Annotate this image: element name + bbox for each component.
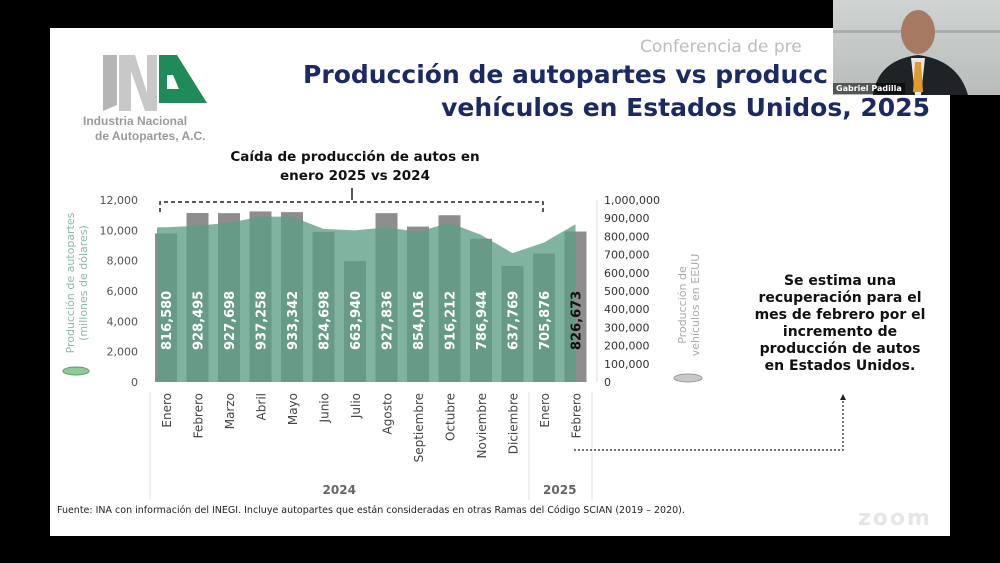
left-axis-tick: 12,000 bbox=[100, 194, 139, 207]
category-label: Junio bbox=[318, 393, 332, 423]
callout-february-recovery: Se estima una recuperación para el mes d… bbox=[754, 273, 926, 374]
logo-text-line-2: de Autopartes, A.C. bbox=[95, 129, 206, 143]
title-line-1: Producción de autopartes vs producc bbox=[303, 60, 828, 89]
left-axis-tick: 0 bbox=[131, 376, 138, 389]
left-axis-tick: 2,000 bbox=[107, 346, 139, 359]
year-group-label: 2025 bbox=[543, 483, 576, 497]
bar-value-label: 916,212 bbox=[444, 291, 459, 350]
right-axis-tick: 500,000 bbox=[604, 285, 650, 298]
left-axis-tick: 10,000 bbox=[100, 224, 139, 237]
category-label: Marzo bbox=[223, 393, 237, 429]
left-axis-title: Producción de autopartes(millones de dól… bbox=[64, 212, 90, 353]
category-label: Noviembre bbox=[475, 393, 489, 459]
category-label: Enero bbox=[160, 393, 174, 428]
bar-value-label: 928,495 bbox=[192, 291, 207, 350]
right-axis-tick: 900,000 bbox=[604, 212, 650, 225]
category-label: Diciembre bbox=[507, 393, 521, 454]
participant-video[interactable]: Gabriel Padilla bbox=[833, 0, 1000, 95]
autopartes-area bbox=[157, 216, 576, 382]
bar-value-label: 637,769 bbox=[507, 291, 522, 350]
conference-header: Conferencia de pre bbox=[640, 37, 802, 57]
category-label: Septiembre bbox=[412, 393, 426, 462]
right-axis-tick: 700,000 bbox=[604, 249, 650, 262]
left-axis-tick: 8,000 bbox=[107, 255, 139, 268]
bar-value-label: 816,580 bbox=[160, 291, 175, 350]
right-axis-tick: 400,000 bbox=[604, 303, 650, 316]
category-label: Enero bbox=[538, 393, 552, 428]
category-label: Octubre bbox=[444, 393, 458, 441]
bar-value-label: 854,016 bbox=[412, 291, 427, 350]
category-label: Febrero bbox=[570, 393, 584, 438]
callout-arrow-line bbox=[574, 400, 844, 451]
category-label: Mayo bbox=[286, 393, 300, 425]
right-axis-tick: 300,000 bbox=[604, 321, 650, 334]
callout-january-drop: Caída de producción de autos en enero 20… bbox=[230, 149, 480, 184]
participant-name: Gabriel Padilla bbox=[833, 83, 905, 94]
category-label: Agosto bbox=[381, 393, 395, 434]
source-footnote: Fuente: INA con información del INEGI. I… bbox=[57, 505, 685, 516]
right-axis-tick: 800,000 bbox=[604, 230, 650, 243]
logo-text: Industria Nacional de Autopartes, A.C. bbox=[83, 114, 205, 144]
bar-value-label: 937,258 bbox=[255, 291, 270, 350]
comparison-bracket bbox=[159, 201, 544, 212]
bar-value-label: 663,940 bbox=[349, 291, 364, 350]
right-axis-tick: 100,000 bbox=[604, 358, 650, 371]
category-label: Julio bbox=[349, 393, 363, 419]
slide-title: Producción de autopartes vs producc vehí… bbox=[230, 58, 930, 124]
logo-text-line-1: Industria Nacional bbox=[83, 114, 188, 128]
bar-value-label: 927,698 bbox=[223, 291, 238, 350]
participant-silhouette-icon bbox=[833, 10, 1000, 95]
bar-value-label: 826,673 bbox=[570, 291, 585, 350]
left-axis-title-line: Producción de autopartes bbox=[64, 212, 77, 353]
bar-value-label: 824,698 bbox=[318, 291, 333, 350]
right-axis-title-line: Producción de bbox=[676, 266, 689, 344]
ina-logo bbox=[103, 55, 207, 111]
bar-value-label: 927,836 bbox=[381, 291, 396, 350]
right-axis-tick: 600,000 bbox=[604, 267, 650, 280]
vehicles-legend-icon bbox=[673, 373, 703, 383]
right-axis-tick: 0 bbox=[604, 376, 611, 389]
left-axis-tick: 4,000 bbox=[107, 315, 139, 328]
zoom-watermark: zoom bbox=[858, 506, 932, 531]
left-axis-tick: 6,000 bbox=[107, 285, 139, 298]
bar-value-label: 933,342 bbox=[286, 291, 301, 350]
arrowhead-icon bbox=[840, 394, 846, 400]
category-label: Abril bbox=[255, 393, 269, 420]
right-axis-title-line: vehículos en EEUU bbox=[689, 254, 702, 357]
bar-value-label: 786,944 bbox=[475, 291, 490, 350]
right-axis-tick: 200,000 bbox=[604, 340, 650, 353]
category-label: Febrero bbox=[192, 393, 206, 438]
bar-value-label: 705,876 bbox=[538, 291, 553, 350]
right-axis-title: Producción devehículos en EEUU bbox=[676, 254, 702, 357]
year-group-label: 2024 bbox=[323, 483, 356, 497]
autopartes-legend-icon bbox=[62, 366, 90, 376]
left-axis-title-line: (millones de dólares) bbox=[77, 225, 90, 341]
title-line-2: vehículos en Estados Unidos, 2025 bbox=[441, 93, 930, 122]
right-axis-tick: 1,000,000 bbox=[604, 194, 660, 207]
